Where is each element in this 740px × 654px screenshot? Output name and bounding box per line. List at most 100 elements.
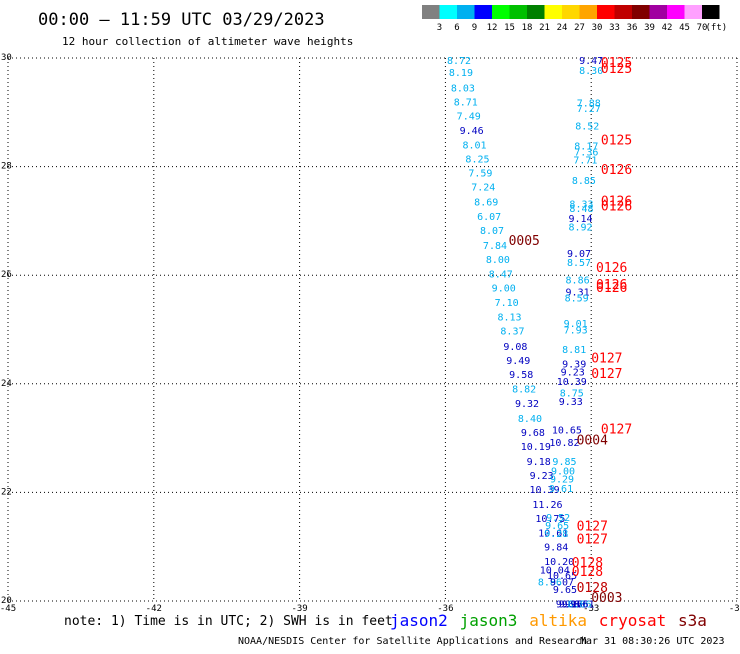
data-point: 9.65 xyxy=(565,600,589,611)
data-point: 8.82 xyxy=(512,385,536,396)
pass-label: 0005 xyxy=(509,234,540,249)
y-tick-label: 24 xyxy=(1,379,12,389)
color-legend: 3 6 9 12 15 18 21 24 27 30 33 36 39 42 45 70(ft) xyxy=(422,5,727,33)
data-point: 10.20 xyxy=(544,557,574,568)
pass-labels: 0125012501250126012601260126012601260127… xyxy=(509,56,633,606)
pass-label: 0126 xyxy=(596,261,627,276)
legend-label: 3 xyxy=(437,23,442,33)
axis-ticks: -45 -42 -39 -36 -33 -30 20 22 24 26 28 30 xyxy=(0,53,740,614)
satellite-name: jason2 xyxy=(390,611,448,630)
data-point: 9.07 xyxy=(567,249,591,260)
legend-label: 21 xyxy=(539,23,550,33)
data-point: 8.81 xyxy=(562,345,586,356)
legend-label: 42 xyxy=(662,23,673,33)
data-point: 7.49 xyxy=(457,112,481,123)
data-point: 8.47 xyxy=(489,270,513,281)
data-point: 9.00 xyxy=(551,467,575,478)
legend-swatch xyxy=(702,5,720,19)
data-point: 7.36 xyxy=(574,147,598,158)
data-point: 7.84 xyxy=(483,241,507,252)
legend-swatch xyxy=(667,5,685,19)
data-points: 8.728.19 8.03 8.71 7.49 9.46 8.01 8.25 7.59 7.24… xyxy=(447,56,603,611)
pass-label: 0127 xyxy=(601,422,632,437)
x-tick-label: -42 xyxy=(146,604,162,614)
data-point: 8.92 xyxy=(568,222,592,233)
data-point: 9.33 xyxy=(559,397,583,408)
data-point: 8.57 xyxy=(567,258,591,269)
data-point: 9.31 xyxy=(566,287,590,298)
y-tick-label: 26 xyxy=(1,270,12,280)
pass-label: 0128 xyxy=(572,556,603,571)
data-point: 8.86 xyxy=(566,276,590,287)
pass-label: 0004 xyxy=(577,434,608,449)
data-point: 8.40 xyxy=(518,414,542,425)
legend-swatch xyxy=(457,5,475,19)
legend-label: 18 xyxy=(522,23,533,33)
data-point: 9.68 xyxy=(556,600,580,611)
data-point: 9.68 xyxy=(521,428,545,439)
data-point: 9.85 xyxy=(552,457,576,468)
data-point: 8.72 xyxy=(447,56,471,67)
data-point: 10.19 xyxy=(521,442,551,453)
data-point: 9.65 xyxy=(545,521,569,532)
x-tick-label: -33 xyxy=(583,604,599,614)
legend-swatch xyxy=(632,5,650,19)
legend-label: 36 xyxy=(627,23,638,33)
legend-label: 9 xyxy=(472,23,477,33)
legend-swatch xyxy=(422,5,440,19)
data-point: 9.65 xyxy=(553,585,577,596)
legend-unit: (ft) xyxy=(706,23,728,33)
data-point: 9.01 xyxy=(564,319,588,330)
x-tick-label: -36 xyxy=(437,604,453,614)
data-point: 10.82 xyxy=(549,438,579,449)
data-point: 10.65 xyxy=(547,571,577,582)
data-point: 10.39 xyxy=(557,377,587,388)
pass-label: 0126 xyxy=(596,278,627,293)
data-point: 9.47 xyxy=(579,56,603,67)
satellite-name: jason3 xyxy=(460,611,518,630)
pass-label: 0128 xyxy=(572,565,603,580)
legend-swatch xyxy=(439,5,457,19)
data-point: 8.25 xyxy=(465,154,489,165)
data-point: 9.61 xyxy=(570,600,594,611)
data-point: 9.49 xyxy=(506,356,530,367)
legend-label: 70 xyxy=(697,23,708,33)
legend-swatch xyxy=(544,5,562,19)
data-point: 7.88 xyxy=(577,99,601,110)
data-point: 7.59 xyxy=(468,169,492,180)
data-point: 8.85 xyxy=(572,176,596,187)
legend-swatch xyxy=(684,5,702,19)
pass-label: 0126 xyxy=(601,200,632,215)
legend-swatch xyxy=(614,5,632,19)
data-point: 6.07 xyxy=(477,212,501,223)
footer-timestamp: Mar 31 08:30:26 UTC 2023 xyxy=(580,636,725,647)
pass-label: 0125 xyxy=(601,56,632,71)
legend-label: 15 xyxy=(504,23,515,33)
data-point: 8.37 xyxy=(500,327,524,338)
data-point: 7.27 xyxy=(577,104,601,115)
data-point: 9.00 xyxy=(562,600,586,611)
data-point: 8.19 xyxy=(449,68,473,79)
data-point: 9.17 xyxy=(559,600,583,611)
satellite-name: altika xyxy=(529,611,587,630)
y-tick-label: 20 xyxy=(1,596,12,606)
data-point: 9.08 xyxy=(503,342,527,353)
pass-label: 0126 xyxy=(596,281,627,296)
x-tick-label: -39 xyxy=(291,604,307,614)
data-point: 9.00 xyxy=(492,284,516,295)
data-point: 9.39 xyxy=(562,360,586,371)
pass-label: 0126 xyxy=(601,163,632,178)
chart-grid xyxy=(7,57,738,602)
legend-label: 27 xyxy=(574,23,585,33)
data-point: 7.24 xyxy=(471,183,495,194)
data-point: 9.32 xyxy=(515,399,539,410)
footer-credit: NOAA/NESDIS Center for Satellite Applica… xyxy=(238,636,587,647)
legend-swatch xyxy=(509,5,527,19)
data-point: 9.14 xyxy=(568,214,592,225)
page-title: 00:00 — 11:59 UTC 03/29/2023 xyxy=(38,10,325,30)
pass-label: 0127 xyxy=(577,520,608,535)
data-point: 8.01 xyxy=(463,140,487,151)
pass-label: 0125 xyxy=(601,133,632,148)
data-point: 9.07 xyxy=(550,577,574,588)
